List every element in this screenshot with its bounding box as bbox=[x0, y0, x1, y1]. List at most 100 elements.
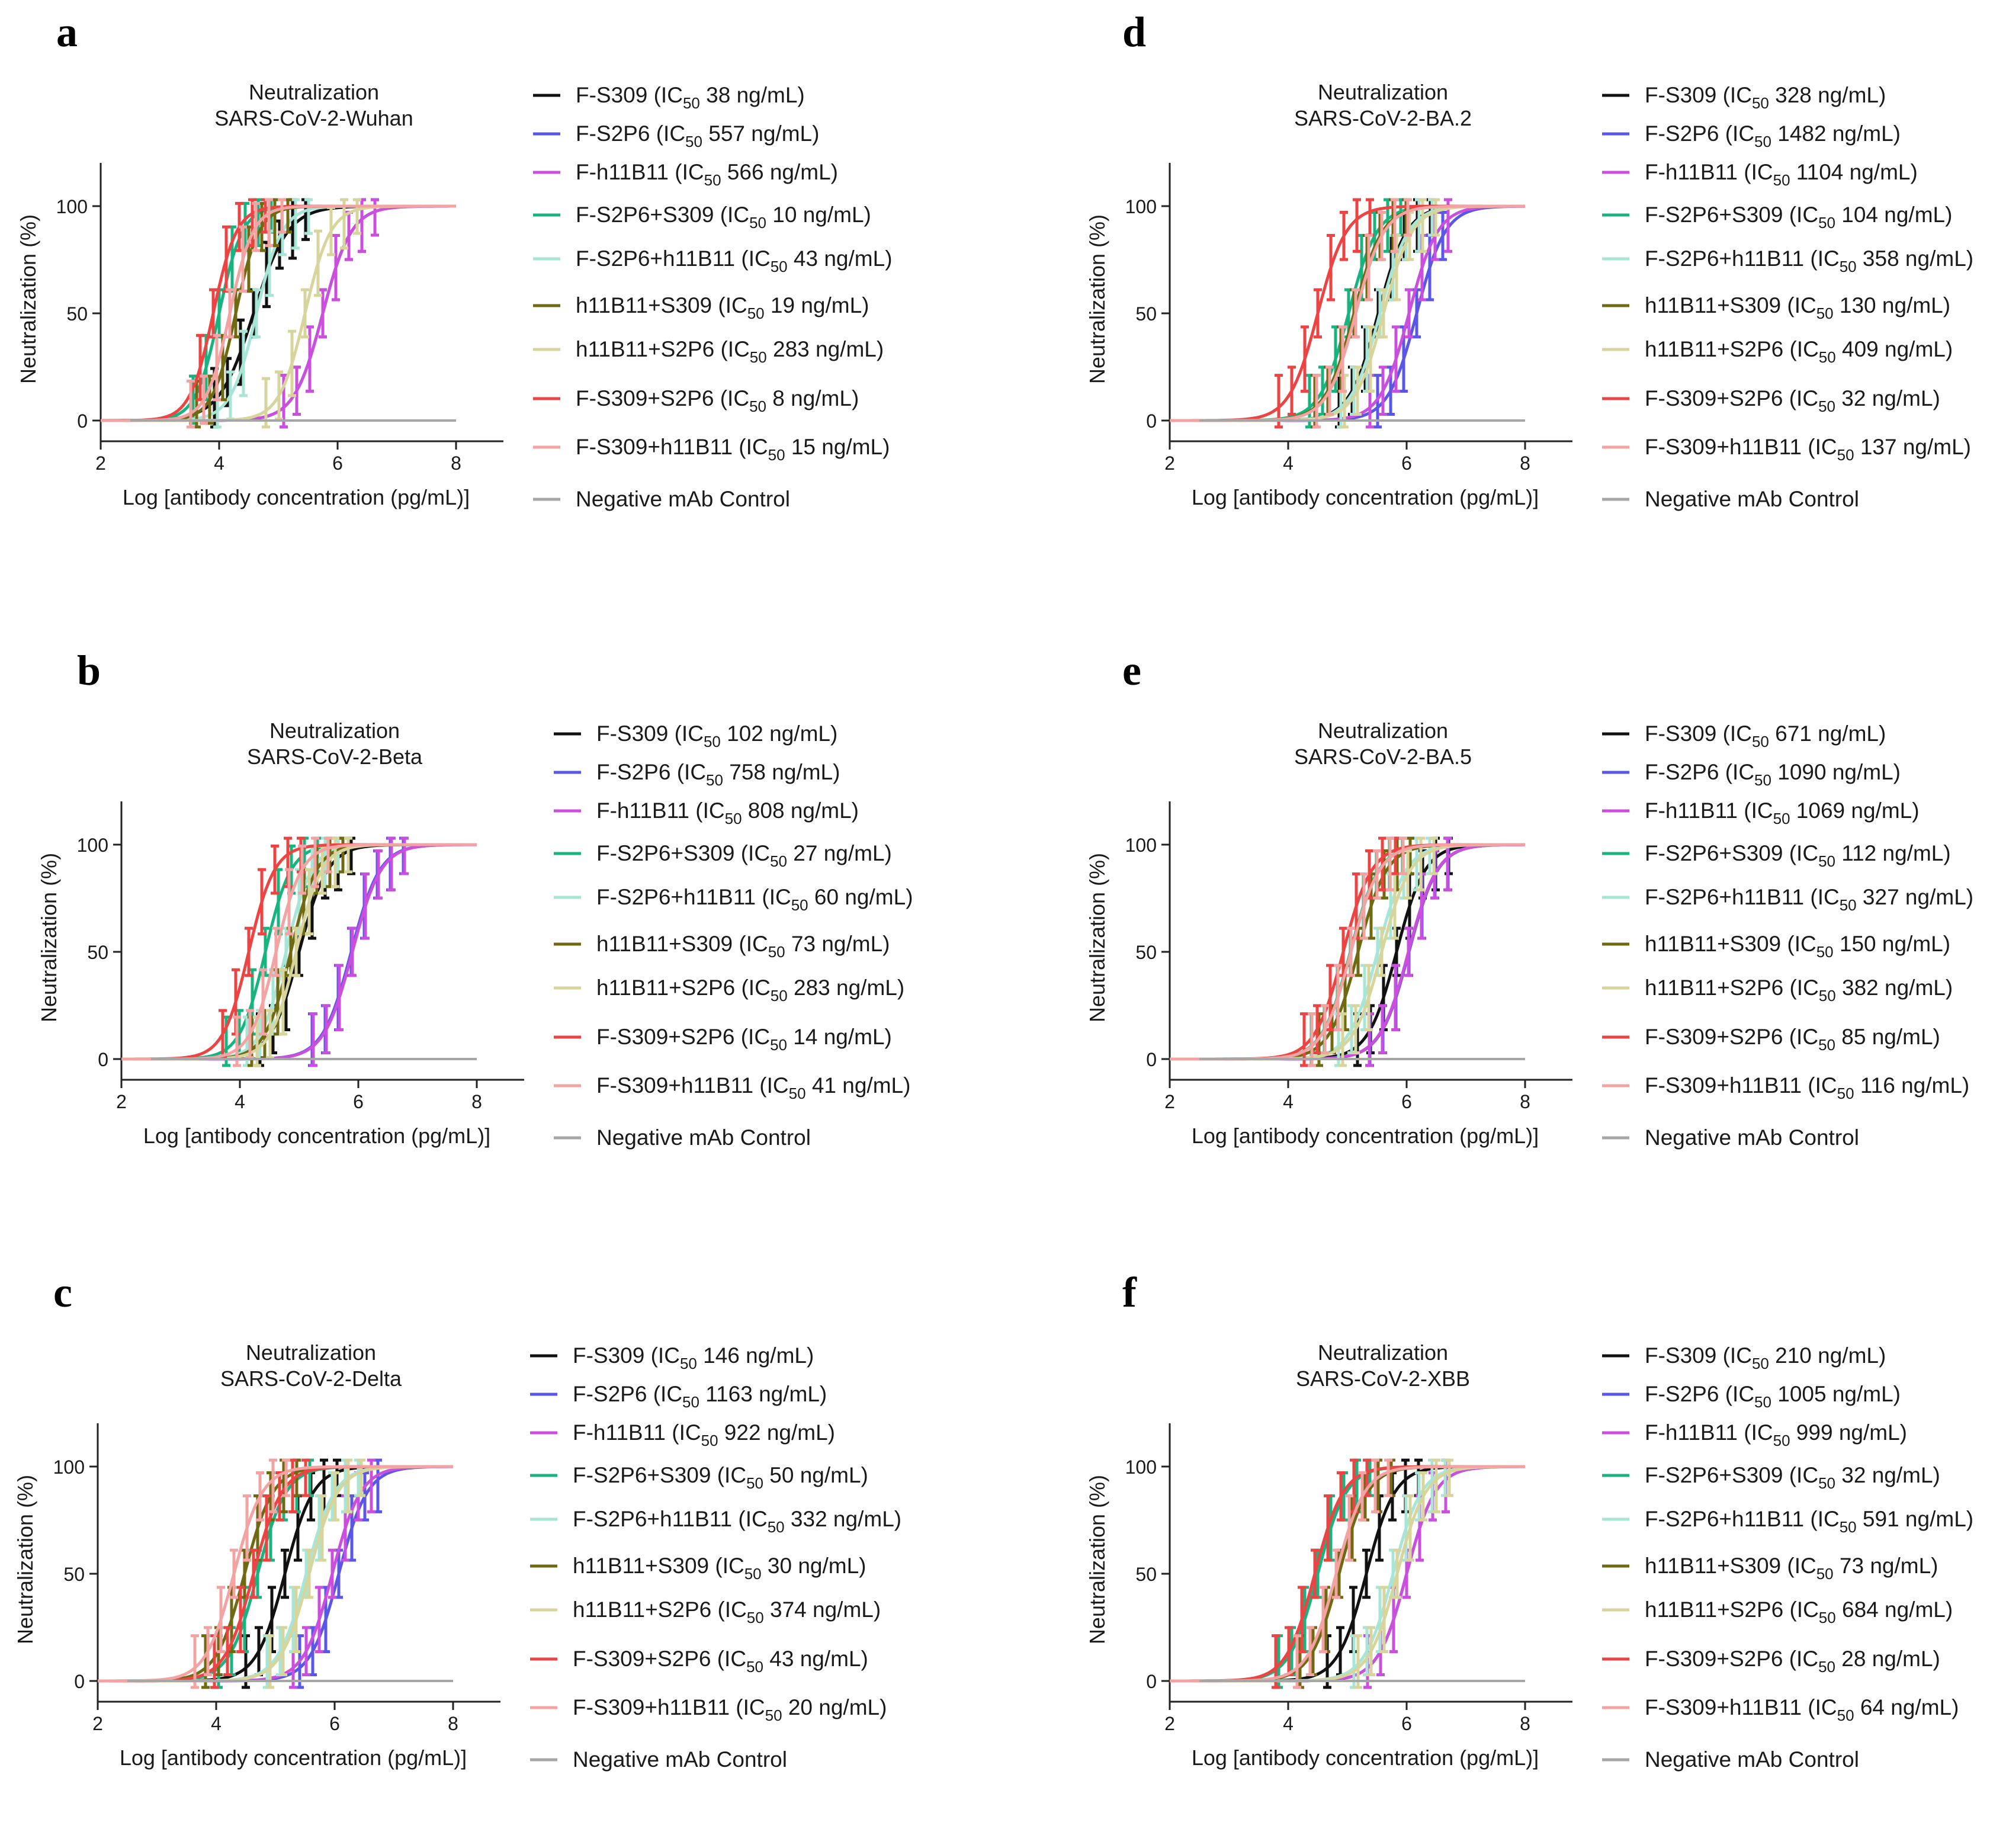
legend-entry: F-S309+S2P6 (IC50 32 ng/mL) bbox=[1645, 386, 1940, 415]
legend-subscript: 50 bbox=[771, 987, 788, 1005]
legend-label: F-S309+h11B11 (IC bbox=[576, 435, 768, 459]
series-points bbox=[253, 836, 352, 1067]
legend-ic50: 30 ng/mL) bbox=[762, 1554, 866, 1578]
legend-label: F-S309 (IC bbox=[576, 83, 683, 107]
legend-ic50: 758 ng/mL) bbox=[723, 760, 840, 784]
legend-entry: F-S309+h11B11 (IC50 41 ng/mL) bbox=[596, 1073, 910, 1102]
legend-entry: Negative mAb Control bbox=[573, 1747, 787, 1772]
series-curve-f-h11b11 bbox=[1170, 1465, 1525, 1683]
y-tick-label: 50 bbox=[1135, 942, 1157, 963]
y-tick-label: 100 bbox=[1125, 1456, 1157, 1478]
series-curve-f-s309-h11b11 bbox=[1170, 1465, 1525, 1683]
x-tick-label: 6 bbox=[353, 1091, 364, 1112]
y-axis-label: Neutralization (%) bbox=[37, 853, 61, 1022]
legend: F-S309 (IC50 210 ng/mL)F-S2P6 (IC50 1005… bbox=[1602, 1343, 1973, 1772]
x-tick-label: 4 bbox=[211, 1713, 222, 1734]
legend-ic50: 85 ng/mL) bbox=[1835, 1025, 1940, 1049]
legend-subscript: 50 bbox=[746, 1474, 763, 1492]
series-points bbox=[191, 1458, 290, 1689]
legend-label: F-S2P6+S309 (IC bbox=[1645, 203, 1818, 227]
legend-ic50: 8 ng/mL) bbox=[766, 386, 859, 410]
legend-entry: F-S309+h11B11 (IC50 137 ng/mL) bbox=[1645, 435, 1971, 464]
x-tick-label: 2 bbox=[95, 453, 106, 474]
chart-subtitle: SARS-CoV-2-Delta bbox=[220, 1366, 402, 1391]
legend-ic50: 15 ng/mL) bbox=[785, 435, 890, 459]
legend-label: h11B11+S309 (IC bbox=[596, 932, 768, 956]
series-points bbox=[233, 836, 332, 1067]
legend-label: F-S2P6+h11B11 (IC bbox=[576, 246, 771, 271]
legend-label: F-h11B11 (IC bbox=[576, 160, 704, 184]
y-tick-label: 100 bbox=[56, 196, 88, 217]
legend-ic50: 130 ng/mL) bbox=[1834, 293, 1950, 317]
y-axis-label: Neutralization (%) bbox=[1085, 1475, 1109, 1644]
series-curve-h11b11-s2p6 bbox=[98, 1465, 453, 1683]
series-curve-h11b11-s309 bbox=[98, 1465, 453, 1683]
y-tick-label: 0 bbox=[74, 1671, 85, 1692]
legend-entry: h11B11+S2P6 (IC50 374 ng/mL) bbox=[573, 1597, 881, 1626]
legend-subscript: 50 bbox=[1837, 446, 1854, 464]
legend-label: F-S309+h11B11 (IC bbox=[1645, 1073, 1837, 1098]
legend-label: h11B11+S2P6 (IC bbox=[1645, 337, 1819, 361]
series-curve-f-s309-s2p6 bbox=[1170, 1465, 1525, 1683]
legend-subscript: 50 bbox=[744, 1565, 762, 1583]
y-tick-label: 50 bbox=[63, 1564, 85, 1585]
legend-subscript: 50 bbox=[701, 1432, 718, 1449]
legend-subscript: 50 bbox=[1837, 1085, 1854, 1102]
legend-ic50: 999 ng/mL) bbox=[1790, 1420, 1907, 1445]
legend-subscript: 50 bbox=[1752, 733, 1769, 750]
legend: F-S309 (IC50 671 ng/mL)F-S2P6 (IC50 1090… bbox=[1602, 721, 1973, 1150]
x-axis-label: Log [antibody concentration (pg/mL)] bbox=[143, 1124, 490, 1148]
curves bbox=[98, 1458, 453, 1689]
x-tick-label: 4 bbox=[1283, 1713, 1294, 1734]
y-axis-label: Neutralization (%) bbox=[1085, 853, 1109, 1022]
legend-subscript: 50 bbox=[680, 1355, 697, 1372]
legend-ic50: 27 ng/mL) bbox=[787, 841, 892, 865]
legend-entry: F-S2P6+S309 (IC50 32 ng/mL) bbox=[1645, 1463, 1940, 1492]
legend-entry: F-h11B11 (IC50 922 ng/mL) bbox=[573, 1420, 835, 1449]
legend-label: h11B11+S309 (IC bbox=[1645, 1554, 1816, 1578]
legend-ic50: 210 ng/mL) bbox=[1769, 1343, 1886, 1368]
legend-ic50: 332 ng/mL) bbox=[785, 1507, 901, 1531]
legend-label: F-S2P6+S309 (IC bbox=[576, 203, 749, 227]
legend-subscript: 50 bbox=[1752, 1355, 1769, 1372]
series-points bbox=[309, 836, 409, 1067]
legend-label: F-h11B11 (IC bbox=[1645, 160, 1773, 184]
legend-entry: F-S309 (IC50 210 ng/mL) bbox=[1645, 1343, 1886, 1372]
legend-ic50: 28 ng/mL) bbox=[1835, 1647, 1940, 1671]
y-tick-label: 50 bbox=[1135, 303, 1157, 325]
series-curve-f-s2p6-s309 bbox=[1170, 843, 1525, 1061]
legend-subscript: 50 bbox=[682, 1393, 699, 1411]
panel-letter: b bbox=[77, 647, 101, 694]
series-curve-f-s2p6 bbox=[98, 1465, 453, 1683]
y-tick-label: 0 bbox=[98, 1049, 108, 1070]
chart-title: Neutralization bbox=[1318, 1340, 1448, 1365]
x-tick-label: 8 bbox=[451, 453, 461, 474]
series-curve-f-s2p6-h11b11 bbox=[1170, 843, 1525, 1061]
x-axis-label: Log [antibody concentration (pg/mL)] bbox=[1192, 1124, 1539, 1148]
legend-label: F-S309 (IC bbox=[1645, 83, 1752, 107]
legend-ic50: 1163 ng/mL) bbox=[699, 1382, 827, 1406]
legend-ic50: 10 ng/mL) bbox=[766, 203, 871, 227]
legend-subscript: 50 bbox=[789, 1085, 806, 1102]
legend-label: h11B11+S2P6 (IC bbox=[576, 337, 750, 361]
legend-entry: F-S309+S2P6 (IC50 85 ng/mL) bbox=[1645, 1025, 1940, 1054]
legend-ic50: 374 ng/mL) bbox=[764, 1597, 881, 1622]
legend-subscript: 50 bbox=[1818, 1658, 1835, 1676]
legend-label: Negative mAb Control bbox=[576, 487, 790, 511]
legend-entry: F-S2P6+h11B11 (IC50 60 ng/mL) bbox=[596, 885, 913, 914]
legend-subscript: 50 bbox=[1818, 214, 1835, 232]
legend-label: F-S309+S2P6 (IC bbox=[576, 386, 749, 410]
legend: F-S309 (IC50 102 ng/mL)F-S2P6 (IC50 758 … bbox=[554, 721, 913, 1150]
series-points bbox=[1312, 198, 1412, 429]
legend-subscript: 50 bbox=[747, 304, 765, 322]
legend-ic50: 671 ng/mL) bbox=[1769, 721, 1886, 746]
series-curve-f-s309 bbox=[1170, 843, 1526, 1061]
legend-label: h11B11+S309 (IC bbox=[576, 293, 747, 317]
series-curve-f-s2p6-s309 bbox=[98, 1465, 453, 1683]
series-curve-f-s2p6 bbox=[1170, 1465, 1525, 1683]
legend-label: F-S2P6+h11B11 (IC bbox=[1645, 885, 1840, 909]
series-curve-f-s309-h11b11 bbox=[98, 1465, 453, 1683]
legend-entry: Negative mAb Control bbox=[1645, 487, 1859, 511]
legend-label: F-S2P6 (IC bbox=[596, 760, 706, 784]
